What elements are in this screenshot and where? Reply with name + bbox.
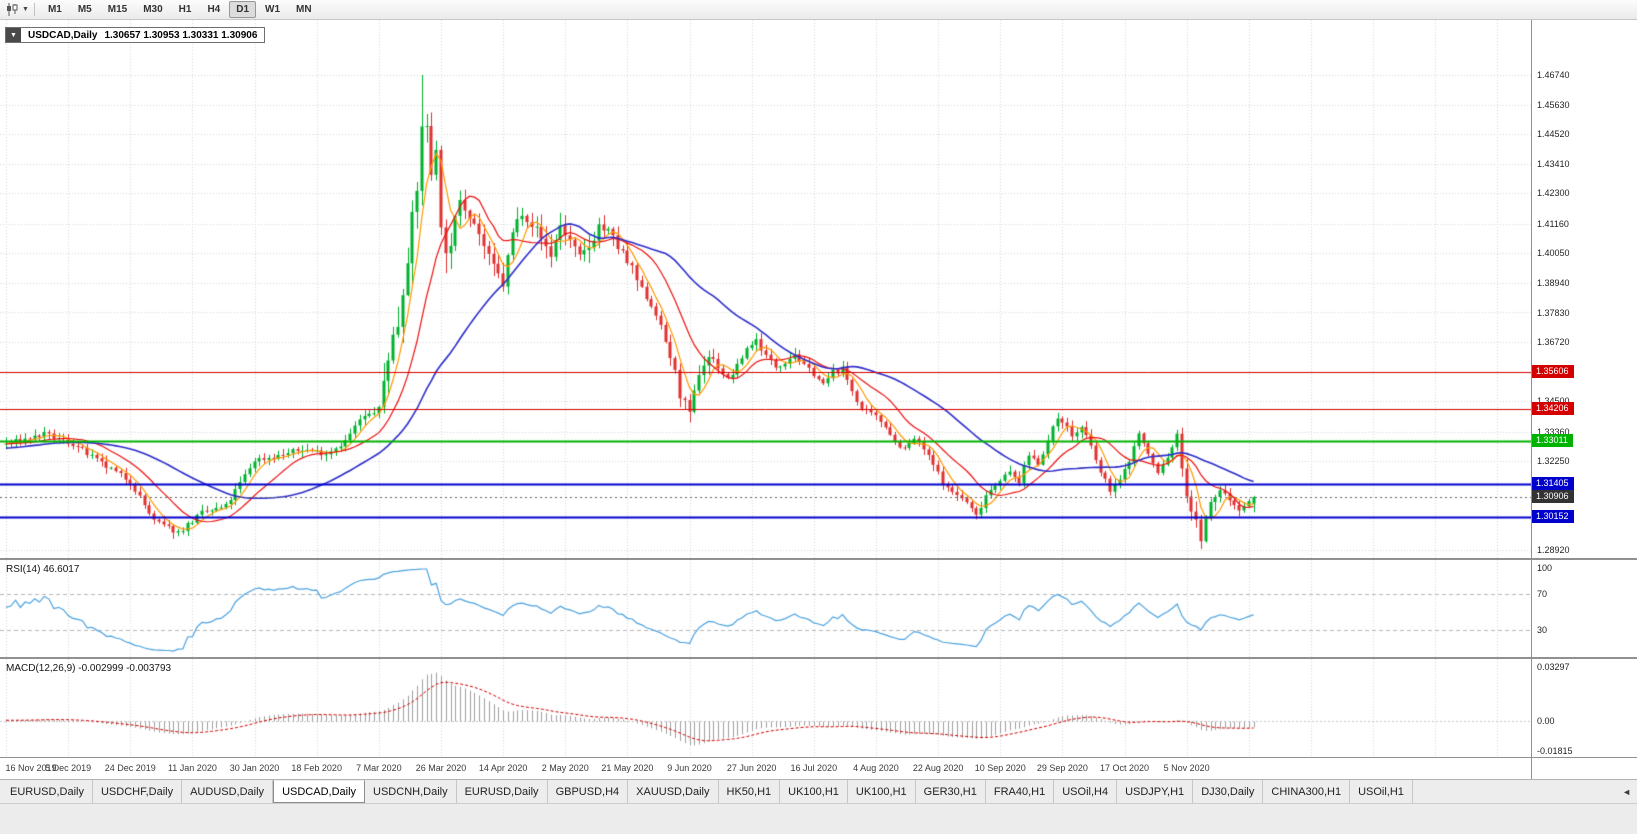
timeframe-button-M1[interactable]: M1 <box>47 4 62 15</box>
chart-window: ▼ USDCAD,Daily 1.30657 1.30953 1.30331 1… <box>0 20 1637 779</box>
collapse-triangle-icon[interactable]: ▼ <box>6 28 21 42</box>
rsi-indicator-canvas[interactable] <box>0 560 1531 657</box>
support-level-badge: 1.31405 <box>1532 476 1574 490</box>
chart-tab-EURUSD-Daily[interactable]: EURUSD,Daily <box>457 780 548 803</box>
panel-resize-handle[interactable] <box>0 657 1637 659</box>
price-axis-label: 1.36720 <box>1537 337 1570 348</box>
timeframe-toolbar: ▼ M1 M5 M15 M30 H1 H4 D1 W1 MN <box>0 0 1637 20</box>
symbol-timeframe-label: USDCAD,Daily <box>28 29 98 41</box>
chart-type-caret-icon[interactable]: ▼ <box>22 6 29 13</box>
time-axis-label: 30 Jan 2020 <box>229 763 280 773</box>
price-axis-label: 1.37830 <box>1537 307 1570 318</box>
pivot-level-badge: 1.33011 <box>1532 433 1573 447</box>
chart-tab-CHINA300-H1[interactable]: CHINA300,H1 <box>1263 780 1351 803</box>
support-level-badge: 1.30152 <box>1532 510 1574 524</box>
chart-tab-USOil-H4[interactable]: USOil,H4 <box>1054 780 1118 803</box>
price-axis-label: 1.40050 <box>1537 248 1570 259</box>
chart-tab-USDCHF-Daily[interactable]: USDCHF,Daily <box>93 780 183 803</box>
time-axis-label: 24 Dec 2019 <box>104 763 156 773</box>
time-axis-label: 16 Nov 2019 <box>5 763 57 773</box>
time-axis-label: 11 Jan 2020 <box>167 763 217 773</box>
rsi-indicator-label: RSI(14) 46.6017 <box>6 564 80 575</box>
timeframe-button-H4[interactable]: H4 <box>207 4 221 15</box>
time-axis-label: 2 May 2020 <box>541 763 589 773</box>
chart-tab-USDCAD-Daily[interactable]: USDCAD,Daily <box>273 780 366 803</box>
chart-tab-GBPUSD-H4[interactable]: GBPUSD,H4 <box>548 780 629 803</box>
time-axis-label: 4 Aug 2020 <box>853 763 899 773</box>
timeframe-button-D1[interactable]: D1 <box>229 1 257 18</box>
price-axis-label: 1.43410 <box>1537 158 1570 169</box>
macd-axis-label: -0.01815 <box>1537 746 1573 756</box>
price-axis-label: 1.28920 <box>1537 545 1570 555</box>
chart-title-overlay: ▼ USDCAD,Daily 1.30657 1.30953 1.30331 1… <box>5 27 266 43</box>
price-axis-label: 1.41160 <box>1537 218 1569 229</box>
macd-indicator-label: MACD(12,26,9) -0.002999 -0.003793 <box>6 663 172 674</box>
timeframe-button-W1[interactable]: W1 <box>265 4 281 15</box>
timeframe-button-M15[interactable]: M15 <box>107 4 128 15</box>
price-axis-label: 1.38940 <box>1537 277 1570 288</box>
time-axis-label: 22 Aug 2020 <box>912 763 964 773</box>
time-axis-label: 18 Feb 2020 <box>291 763 342 773</box>
macd-axis-label: 0.03297 <box>1537 662 1570 672</box>
rsi-axis-label: 100 <box>1537 563 1553 573</box>
chart-tab-XAUUSD-Daily[interactable]: XAUUSD,Daily <box>628 780 719 803</box>
chart-tab-bar: EURUSD,Daily USDCHF,Daily AUDUSD,Daily USDC… <box>0 779 1637 803</box>
price-chart-canvas[interactable] <box>0 20 1531 558</box>
time-axis-label: 9 Jun 2020 <box>667 763 712 773</box>
chart-tab-AUDUSD-Daily[interactable]: AUDUSD,Daily <box>182 780 274 803</box>
price-axis-label: 1.32250 <box>1537 456 1570 467</box>
timeframe-button-M30[interactable]: M30 <box>143 4 163 15</box>
time-axis-label: 27 Jun 2020 <box>726 763 777 773</box>
macd-axis-label: 0.00 <box>1537 716 1555 727</box>
timeframe-buttons: M1 M5 M15 M30 H1 H4 D1 W1 MN <box>40 1 320 18</box>
chart-tabs: EURUSD,Daily USDCHF,Daily AUDUSD,Daily USDC… <box>2 780 1413 803</box>
chart-tab-FRA40-H1[interactable]: FRA40,H1 <box>986 780 1055 803</box>
price-axis-label: 1.42300 <box>1537 188 1570 199</box>
resistance-level-badge: 1.35606 <box>1532 364 1574 378</box>
chart-tab-HK50-H1[interactable]: HK50,H1 <box>719 780 781 803</box>
time-axis-label: 5 Dec 2019 <box>45 763 92 773</box>
chart-tab-EURUSD-Daily[interactable]: EURUSD,Daily <box>2 780 93 803</box>
time-axis-label: 5 Nov 2020 <box>1163 763 1210 773</box>
time-axis-label: 26 Mar 2020 <box>415 763 467 773</box>
price-axis-label: 1.34500 <box>1537 396 1570 406</box>
rsi-axis-label: 70 <box>1537 589 1548 600</box>
price-axis-label: 1.45630 <box>1537 99 1570 110</box>
time-axis-label: 14 Apr 2020 <box>478 763 528 773</box>
timeframe-button-MN[interactable]: MN <box>296 4 312 15</box>
status-bar <box>0 803 1637 834</box>
chart-tab-GER30-H1[interactable]: GER30,H1 <box>916 780 986 803</box>
time-axis-label: 10 Sep 2020 <box>974 763 1026 773</box>
tab-scroll-left-icon[interactable]: ◄ <box>1622 787 1631 797</box>
price-axis-label: 1.46740 <box>1537 70 1570 80</box>
chart-tab-UK100-H1[interactable]: UK100,H1 <box>848 780 916 803</box>
macd-indicator-canvas[interactable] <box>0 659 1531 757</box>
price-axis-divider <box>1531 20 1532 779</box>
timeframe-button-M5[interactable]: M5 <box>77 4 92 15</box>
ohlc-values: 1.30657 1.30953 1.30331 1.30906 <box>104 29 258 41</box>
chart-type-icon[interactable] <box>5 3 20 16</box>
price-axis-label: 1.44520 <box>1537 129 1570 140</box>
current-price-badge: 1.30906 <box>1532 490 1574 504</box>
price-axis-label: 1.33360 <box>1537 426 1570 437</box>
time-axis-divider <box>0 757 1637 758</box>
timeframe-button-H1[interactable]: H1 <box>178 4 192 15</box>
panel-resize-handle[interactable] <box>0 558 1637 560</box>
chart-tab-UK100-H1[interactable]: UK100,H1 <box>780 780 848 803</box>
time-axis-label: 7 Mar 2020 <box>356 763 402 773</box>
chart-tab-DJ30-Daily[interactable]: DJ30,Daily <box>1193 780 1264 803</box>
chart-tab-USDJPY-H1[interactable]: USDJPY,H1 <box>1117 780 1194 803</box>
time-axis-label: 17 Oct 2020 <box>1099 763 1150 773</box>
chart-tab-USDCNH-Daily[interactable]: USDCNH,Daily <box>365 780 457 803</box>
time-axis-label: 29 Sep 2020 <box>1036 763 1088 773</box>
resistance-level-badge: 1.34206 <box>1532 402 1574 416</box>
rsi-axis-label: 30 <box>1537 624 1548 635</box>
toolbar-separator <box>33 3 35 16</box>
time-axis-label: 21 May 2020 <box>601 763 654 773</box>
time-axis-label: 16 Jul 2020 <box>790 763 838 773</box>
chart-tab-USOil-H1[interactable]: USOil,H1 <box>1350 780 1413 803</box>
